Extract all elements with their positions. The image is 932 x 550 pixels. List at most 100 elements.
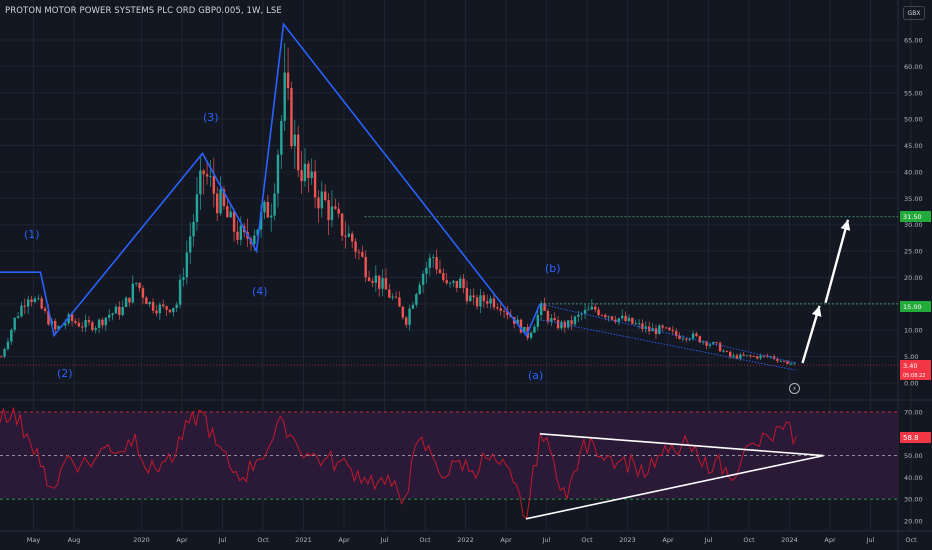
- candle-body: [388, 289, 391, 298]
- candle-body: [675, 331, 678, 336]
- candle-body: [469, 295, 472, 302]
- candle-body: [712, 342, 715, 345]
- candle-body: [84, 320, 87, 328]
- candle-body: [195, 194, 199, 222]
- time-tick-label: 2020: [133, 536, 150, 544]
- candle-body: [212, 176, 216, 194]
- candle-body: [148, 302, 151, 305]
- candles: [0, 43, 796, 366]
- candle-body: [87, 320, 91, 323]
- candle-body: [394, 296, 398, 298]
- candle-body: [671, 330, 675, 332]
- candle-body: [779, 360, 783, 362]
- time-tick-label: Jul: [704, 536, 713, 544]
- candle-body: [789, 363, 793, 365]
- rsi-line: [0, 407, 824, 520]
- candle-body: [745, 355, 749, 357]
- rsi-zone: [0, 412, 898, 500]
- candle-body: [499, 308, 502, 311]
- candle-body: [354, 241, 357, 252]
- candle-body: [6, 341, 10, 350]
- time-tick-label: Aug: [68, 536, 81, 544]
- candle-body: [178, 279, 182, 305]
- candle-body: [594, 306, 597, 310]
- price-tick-label: 30.00: [904, 221, 923, 229]
- candle-body: [452, 280, 455, 283]
- candle-body: [253, 235, 256, 244]
- price-tick-label: 20.00: [904, 274, 923, 282]
- candle-body: [516, 319, 519, 324]
- candle-body: [418, 284, 421, 295]
- horizontal-levels: [0, 216, 898, 366]
- candle-body: [219, 189, 222, 214]
- candle-body: [523, 326, 526, 333]
- candle-body: [20, 305, 23, 317]
- candle-body: [33, 298, 37, 303]
- candle-body: [351, 233, 354, 242]
- candle-body: [23, 305, 27, 307]
- candle-body: [556, 320, 560, 329]
- candle-body: [421, 273, 425, 285]
- candle-body: [310, 171, 313, 179]
- candle-body: [698, 336, 702, 343]
- rsi-tick-label: 40.00: [904, 474, 923, 482]
- candle-body: [455, 280, 459, 288]
- candle-body: [374, 275, 378, 283]
- candle-body: [37, 298, 40, 300]
- candle-body: [637, 323, 641, 325]
- candle-body: [691, 333, 695, 339]
- candle-body: [587, 309, 590, 311]
- rsi-tick-label: 70.00: [904, 409, 923, 417]
- lightning-icon[interactable]: ⚡: [789, 383, 800, 394]
- candle-body: [131, 283, 135, 303]
- candle-body: [185, 252, 189, 278]
- candle-body: [742, 354, 745, 356]
- candle-body: [459, 278, 462, 288]
- candle-body: [465, 288, 469, 302]
- candle-body: [199, 170, 202, 195]
- projection-arrow-2: [824, 219, 850, 304]
- candle-body: [631, 317, 634, 324]
- candle-body: [270, 215, 273, 218]
- time-tick-label: Apr: [662, 536, 674, 544]
- time-tick-label: Oct: [257, 536, 269, 544]
- candle-body: [705, 341, 708, 346]
- price-tick-label: 55.00: [904, 89, 923, 97]
- candle-body: [614, 319, 617, 322]
- candle-body: [702, 341, 705, 343]
- candle-body: [718, 342, 722, 352]
- candle-body: [610, 316, 614, 320]
- candle-body: [334, 206, 337, 209]
- candle-body: [486, 301, 489, 304]
- candle-body: [475, 297, 479, 307]
- candle-body: [10, 329, 13, 342]
- candle-body: [165, 306, 168, 310]
- rsi-tick-label: 30.00: [904, 496, 923, 504]
- candle-body: [597, 309, 600, 316]
- candle-body: [641, 323, 644, 330]
- candle-body: [3, 349, 6, 357]
- time-tick-label: Jul: [380, 536, 389, 544]
- candle-body: [344, 235, 347, 237]
- candle-body: [168, 309, 172, 313]
- candle-body: [729, 351, 732, 357]
- candle-body: [162, 304, 165, 307]
- candle-body: [364, 256, 367, 278]
- candle-body: [226, 206, 229, 218]
- candle-body: [367, 277, 371, 281]
- wave-label-3: (3): [203, 111, 219, 124]
- candle-body: [664, 327, 668, 329]
- candle-body: [202, 170, 205, 175]
- wave-label-b: (b): [545, 262, 561, 275]
- candle-body: [533, 326, 536, 333]
- candle-body: [138, 282, 141, 289]
- rsi-band: [0, 411, 898, 500]
- currency-button[interactable]: GBX: [903, 6, 925, 20]
- candle-body: [40, 298, 43, 309]
- candle-body: [550, 318, 553, 322]
- candle-body: [445, 280, 448, 284]
- candle-body: [604, 315, 607, 318]
- candle-body: [300, 170, 303, 182]
- candle-body: [624, 315, 627, 321]
- candle-body: [182, 277, 185, 280]
